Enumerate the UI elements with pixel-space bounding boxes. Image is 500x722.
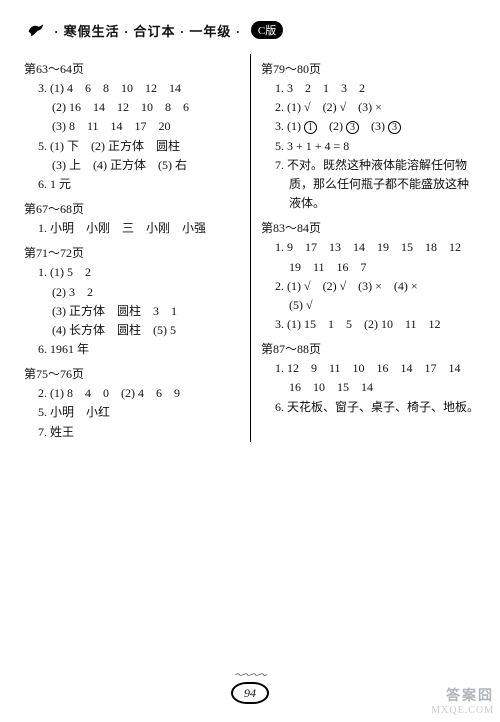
answer-line: 6. 1961 年 bbox=[24, 340, 244, 359]
answer-line-cont: (5) √ bbox=[261, 296, 476, 315]
answer-line: 2. (1) √ (2) √ (3) × (4) × bbox=[261, 277, 476, 296]
answer-line: 1. 9 17 13 14 19 15 18 12 bbox=[261, 238, 476, 257]
answer-line: 1. 小明 小刚 三 小刚 小强 bbox=[24, 219, 244, 238]
right-column: 第79～80页1. 3 2 1 3 22. (1) √ (2) √ (3) ×3… bbox=[250, 54, 476, 442]
answer-line: 3. (1) 4 6 8 10 12 14 bbox=[24, 79, 244, 98]
title-part-3: 一年级 bbox=[189, 24, 231, 39]
answer-line-cont: 16 10 15 14 bbox=[261, 378, 476, 397]
answer-line: 1. 12 9 11 10 16 14 17 14 bbox=[261, 359, 476, 378]
bird-icon bbox=[24, 18, 48, 42]
answer-line-cont: 19 11 16 7 bbox=[261, 258, 476, 277]
section-title: 第79～80页 bbox=[261, 60, 476, 77]
watermark-text-top: 答案囧 bbox=[431, 685, 494, 705]
answer-line: 2. (1) √ (2) √ (3) × bbox=[261, 98, 476, 117]
circled-number-icon: 3 bbox=[346, 121, 359, 134]
answer-line: 7. 姓王 bbox=[24, 423, 244, 442]
answer-line: 5. (1) 下 (2) 正方体 圆柱 bbox=[24, 137, 244, 156]
answer-line: 7. 不对。既然这种液体能溶解任何物 bbox=[261, 156, 476, 175]
dot-2: · bbox=[124, 24, 129, 39]
answer-line: 1. 3 2 1 3 2 bbox=[261, 79, 476, 98]
answer-line-cont: (4) 长方体 圆柱 (5) 5 bbox=[24, 321, 244, 340]
answer-line: 5. 3 + 1 + 4 = 8 bbox=[261, 137, 476, 156]
answer-line-cont: (3) 正方体 圆柱 3 1 bbox=[24, 302, 244, 321]
section-title: 第83～84页 bbox=[261, 219, 476, 236]
edition-badge: C版 bbox=[251, 21, 283, 39]
answer-line-cont: 液体。 bbox=[261, 194, 476, 213]
watermark-text-bottom: MXQE.COM bbox=[431, 705, 494, 716]
watermark: 答案囧 MXQE.COM bbox=[431, 685, 494, 716]
answer-line-cont: (2) 16 14 12 10 8 6 bbox=[24, 98, 244, 117]
title-part-1: 寒假生活 bbox=[64, 24, 120, 39]
page-number: 94 bbox=[231, 682, 269, 704]
dot-4: · bbox=[236, 24, 241, 39]
title-part-2: 合订本 bbox=[133, 24, 175, 39]
answer-line: 5. 小明 小红 bbox=[24, 403, 244, 422]
answer-line: 2. (1) 8 4 0 (2) 4 6 9 bbox=[24, 384, 244, 403]
page-header: · 寒假生活 · 合订本 · 一年级 · C版 bbox=[24, 18, 476, 42]
section-title: 第75～76页 bbox=[24, 365, 244, 382]
answer-line: 1. (1) 5 2 bbox=[24, 263, 244, 282]
content-columns: 第63～64页 3. (1) 4 6 8 10 12 14(2) 16 14 12… bbox=[24, 54, 476, 442]
answer-line-cont: (2) 3 2 bbox=[24, 283, 244, 302]
section-title: 第67～68页 bbox=[24, 200, 244, 217]
page-footer: ～～～～ 94 bbox=[0, 668, 500, 704]
answer-line-cont: (3) 上 (4) 正方体 (5) 右 bbox=[24, 156, 244, 175]
dot-1: · bbox=[54, 24, 59, 39]
answer-line: 3. (1) 1 (2) 3 (3) 3 bbox=[261, 117, 476, 136]
section-title: 第87～88页 bbox=[261, 340, 476, 357]
section-title: 第63～64页 bbox=[24, 60, 244, 77]
answer-line: 6. 天花板、窗子、桌子、椅子、地板。 bbox=[261, 398, 476, 417]
answer-line-cont: (3) 8 11 14 17 20 bbox=[24, 117, 244, 136]
page-root: · 寒假生活 · 合订本 · 一年级 · C版 第63～64页 3. (1) 4 … bbox=[0, 0, 500, 442]
footer-ornament: ～～～～ bbox=[0, 668, 500, 681]
circled-number-icon: 3 bbox=[388, 121, 401, 134]
header-title: · 寒假生活 · 合订本 · 一年级 · bbox=[54, 21, 241, 40]
left-column: 第63～64页 3. (1) 4 6 8 10 12 14(2) 16 14 12… bbox=[24, 54, 250, 442]
dot-3: · bbox=[180, 24, 185, 39]
answer-line-cont: 质，那么任何瓶子都不能盛放这种 bbox=[261, 175, 476, 194]
circled-number-icon: 1 bbox=[304, 121, 317, 134]
answer-line: 3. (1) 15 1 5 (2) 10 11 12 bbox=[261, 315, 476, 334]
section-title: 第71～72页 bbox=[24, 244, 244, 261]
answer-line: 6. 1 元 bbox=[24, 175, 244, 194]
